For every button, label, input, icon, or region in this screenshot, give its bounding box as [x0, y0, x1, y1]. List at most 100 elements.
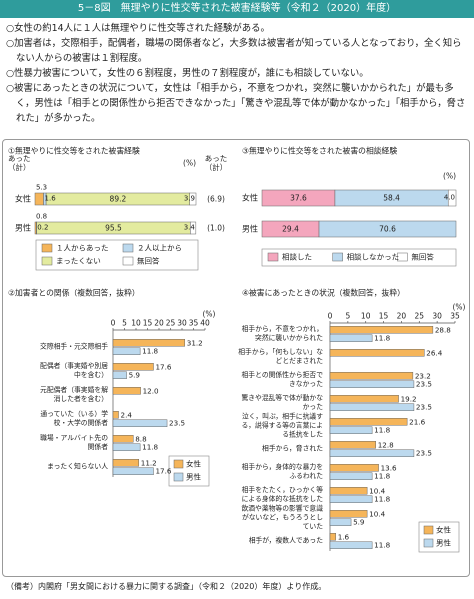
bar [112, 347, 141, 355]
legend-swatch [423, 525, 434, 535]
value-label: 23.5 [415, 402, 432, 412]
x-tick-label: 30 [177, 318, 187, 328]
unit-label: (%) [183, 158, 196, 168]
value-label: 37.6 [290, 193, 307, 203]
legend-label: ２人以上から [137, 243, 182, 253]
x-tick-label: 15 [142, 318, 153, 328]
bar [112, 371, 127, 379]
note: ○被害にあったときの状況について，女性は「相手から，不意をつかれ，突然に襲いかか… [6, 83, 466, 124]
value-label: 58.4 [383, 193, 400, 203]
bar-segment [189, 192, 197, 206]
bar [329, 334, 373, 342]
unit-label: (%) [202, 309, 216, 319]
value-label: 5.9 [353, 517, 365, 527]
legend-swatch [397, 252, 408, 262]
source-note: （備考）内閣府「男女間における暴力に関する調査」（令和２（2020）年度）より作… [6, 582, 327, 591]
value-label: 23.5 [415, 379, 432, 389]
bar [329, 510, 368, 518]
bar [112, 467, 154, 475]
bar-segment [447, 189, 457, 207]
total-header: あった（計） [8, 154, 31, 172]
bar [329, 395, 399, 403]
legend-label: 無回答 [137, 256, 160, 266]
value-label: 3.9 [183, 194, 195, 203]
unit-label: (%) [452, 302, 466, 312]
value-label: 12.0 [142, 386, 159, 396]
x-tick-label: 10 [131, 318, 141, 328]
value-label: 11.8 [374, 333, 391, 343]
value-label: 17.6 [155, 362, 172, 372]
x-tick-label: 40 [200, 318, 210, 328]
x-tick-label: 25 [414, 311, 425, 321]
value-label: 11.2 [140, 458, 157, 468]
legend-label: 女性 [436, 525, 451, 535]
bar [112, 443, 141, 451]
x-tick-label: 30 [432, 311, 442, 321]
unit-label: (%) [443, 171, 456, 181]
chart-frame [2, 139, 470, 577]
value-label: 12.8 [377, 440, 394, 450]
value-label: 21.6 [409, 417, 426, 427]
x-tick-label: 10 [360, 311, 371, 321]
bar-segment [34, 192, 44, 206]
category-label: 相手から，身体的な暴力をふるわれた [241, 463, 323, 480]
bar-segment [318, 220, 457, 238]
legend-label: まったくない [56, 256, 101, 266]
value-label: 19.2 [400, 394, 417, 404]
total-label: (1.0) [207, 223, 225, 233]
bar [329, 464, 379, 472]
x-tick-label: 35 [450, 311, 460, 321]
legend-swatch [267, 252, 279, 262]
bar [329, 380, 415, 388]
legend-label: 男性 [436, 538, 451, 548]
bar [329, 541, 373, 549]
value-label: 23.5 [169, 418, 186, 428]
category-label: 女性 [15, 194, 31, 204]
category-label: 飲酒や薬物等の影響で意識がないなど，もうろうとしていた [241, 504, 323, 531]
legend-box [35, 239, 199, 271]
bar [112, 411, 119, 419]
bar [329, 349, 425, 357]
legend-label: １人からあった [56, 243, 109, 253]
bar [112, 459, 140, 467]
value-label: 10.4 [369, 486, 386, 496]
x-tick-label: 20 [396, 311, 407, 321]
x-tick-label: 0 [110, 318, 116, 328]
value-label: 23.2 [414, 371, 431, 381]
bar [329, 426, 373, 434]
bar [329, 472, 373, 480]
legend-swatch [332, 252, 343, 262]
x-tick-label: 5 [345, 311, 351, 321]
x-tick-label: 20 [154, 318, 164, 328]
bar [329, 533, 336, 541]
chart-title: ④被害にあったときの状況（複数回答，抜粋） [242, 288, 405, 298]
category-label: 相手が，複数人であった [248, 536, 323, 545]
category-label: 男性 [242, 224, 258, 234]
value-label: 8.8 [135, 434, 147, 444]
x-tick-label: 15 [378, 311, 389, 321]
legend-label: 女性 [186, 459, 201, 469]
category-label: 泣く，叫ぶ，相手に抗議する，説得する等の言葉による抵抗をした [241, 412, 323, 439]
legend-label: 無回答 [411, 252, 434, 262]
chart-title: ②加害者との関係（複数回答，抜粋） [8, 288, 140, 298]
notes: ○女性の約14人に１人は無理やりに性交等された経験がある。 ○加害者は，交際相手… [6, 21, 468, 126]
x-tick-label: 35 [188, 318, 199, 328]
value-label: 0.2 [37, 223, 49, 232]
bar [112, 339, 186, 347]
x-tick-label: 25 [165, 318, 176, 328]
bar [329, 449, 415, 457]
legend-swatch [173, 459, 184, 469]
category-label: 交際相手・元交際相手 [40, 342, 108, 351]
category-label: 相手をたたく，ひっかく等による身体的な抵抗をした [241, 486, 323, 503]
bar [329, 372, 414, 380]
category-label: 相手との関係性から拒否できなかった [241, 371, 324, 388]
value-label: 4.0 [443, 193, 455, 202]
category-label: 相手から，「何もしない」などとだまされた [238, 348, 323, 365]
legend-swatch [423, 538, 434, 548]
chart-title: ①無理やりに性交等をされた被害経験 [8, 146, 140, 156]
category-label: まったく知らない人 [47, 462, 108, 471]
total-label: (6.9) [207, 194, 225, 204]
category-label: 女性 [242, 193, 258, 203]
